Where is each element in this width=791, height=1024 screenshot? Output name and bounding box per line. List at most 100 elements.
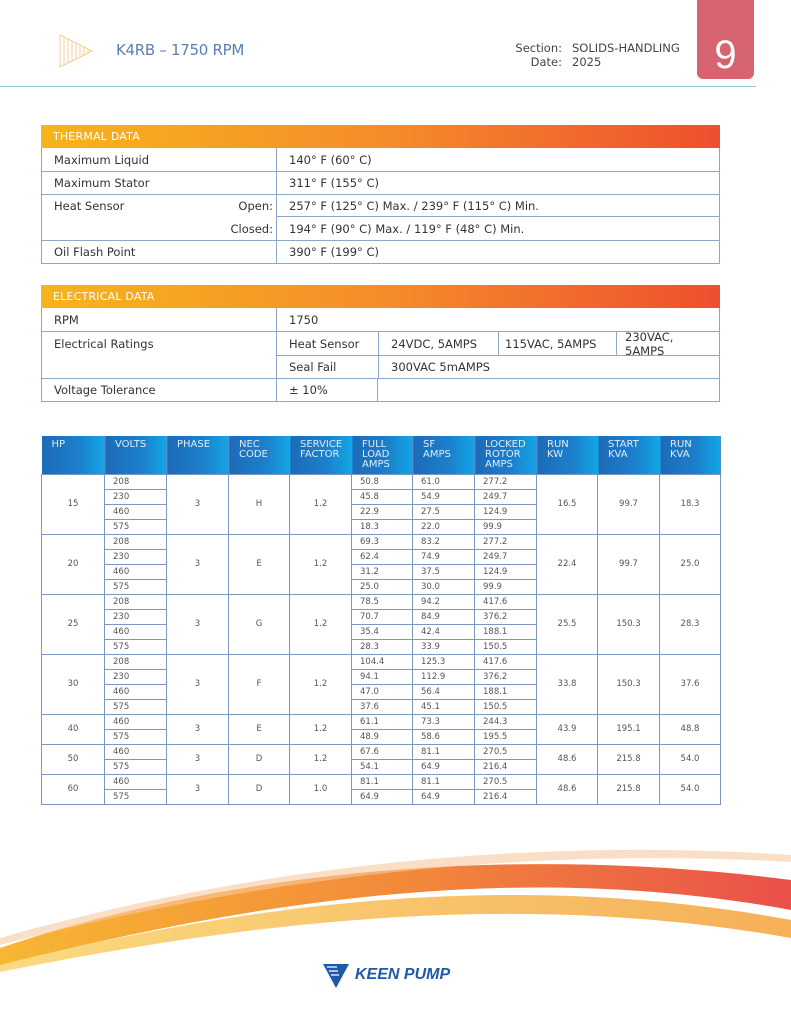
full-load-amps-cell: 64.9 — [351, 788, 413, 805]
volts-cell: 575 — [104, 638, 167, 655]
nec-code-cell: G — [228, 593, 290, 655]
locked-rotor-amps-cell: 216.4 — [474, 788, 537, 805]
oil-flash-value: 390° F (199° C) — [276, 241, 719, 263]
hp-cell: 60 — [41, 773, 105, 805]
full-load-amps-cell: 61.1 — [351, 713, 413, 730]
hp-cell: 50 — [41, 743, 105, 775]
date-value: 2025 — [572, 55, 602, 69]
seal-fail-label: Seal Fail — [289, 360, 337, 374]
service-factor-cell: 1.2 — [289, 473, 352, 535]
locked-rotor-amps-cell: 277.2 — [474, 473, 537, 490]
sf-amps-cell: 33.9 — [412, 638, 475, 655]
full-load-amps-cell: 45.8 — [351, 488, 413, 505]
thermal-data-section: THERMAL DATA Maximum Liquid 140° F (60° C… — [41, 125, 720, 264]
start-kva-cell: 195.1 — [597, 713, 660, 745]
sf-amps-cell: 83.2 — [412, 533, 475, 550]
sf-amps-cell: 37.5 — [412, 563, 475, 580]
volts-cell: 575 — [104, 728, 167, 745]
volts-cell: 575 — [104, 578, 167, 595]
electrical-data-section: ELECTRICAL DATA RPM 1750 Electrical Ratin… — [41, 285, 720, 402]
locked-rotor-amps-cell: 124.9 — [474, 503, 537, 520]
voltage-tolerance-label: Voltage Tolerance — [54, 383, 156, 397]
sf-amps-cell: 45.1 — [412, 698, 475, 715]
open-value: 257° F (125° C) Max. / 239° F (115° C) M… — [276, 195, 719, 217]
volts-cell: 230 — [104, 488, 167, 505]
sf-amps-cell: 84.9 — [412, 608, 475, 625]
locked-rotor-amps-cell: 249.7 — [474, 488, 537, 505]
service-factor-cell: 1.0 — [289, 773, 352, 805]
table-row: 230 45.8 54.9 249.7 — [42, 488, 721, 505]
nec-code-cell: D — [228, 773, 290, 805]
sf-amps-cell: 22.0 — [412, 518, 475, 535]
sf-amps-cell: 30.0 — [412, 578, 475, 595]
seal-fail-value: 300VAC 5mAMPS — [378, 356, 719, 378]
volts-cell: 460 — [104, 683, 167, 700]
section-value: SOLIDS-HANDLING — [572, 41, 680, 55]
max-stator-value: 311° F (155° C) — [276, 172, 719, 194]
volts-cell: 575 — [104, 698, 167, 715]
column-header: FULL LOAD AMPS — [351, 436, 413, 474]
table-row: 460 31.2 37.5 124.9 — [42, 563, 721, 580]
electrical-ratings-label: Electrical Ratings — [54, 337, 154, 351]
voltage-tolerance-value: ± 10% — [276, 379, 377, 401]
locked-rotor-amps-cell: 216.4 — [474, 758, 537, 775]
volts-cell: 208 — [104, 653, 167, 670]
table-row: 575 64.9 64.9 216.4 — [42, 788, 721, 805]
run-kva-cell: 54.0 — [659, 773, 721, 805]
sf-amps-cell: 73.3 — [412, 713, 475, 730]
table-row: 15 208 3 H 1.2 50.8 61.0 277.2 16.5 99.7 18.3 — [41, 473, 721, 535]
nec-code-cell: E — [228, 533, 290, 595]
sf-amps-cell: 74.9 — [412, 548, 475, 565]
full-load-amps-cell: 22.9 — [351, 503, 413, 520]
sf-amps-cell: 81.1 — [412, 743, 475, 760]
sf-amps-cell: 58.6 — [412, 728, 475, 745]
volts-cell: 208 — [104, 533, 167, 550]
volts-cell: 460 — [104, 623, 167, 640]
full-load-amps-cell: 47.0 — [351, 683, 413, 700]
logo-text: KEEN PUMP — [355, 966, 451, 983]
full-load-amps-cell: 37.6 — [351, 698, 413, 715]
volts-cell: 460 — [104, 743, 167, 760]
closed-value: 194° F (90° C) Max. / 119° F (48° C) Min… — [276, 216, 719, 240]
nec-code-cell: H — [228, 473, 290, 535]
volts-cell: 460 — [104, 773, 167, 790]
sf-amps-cell: 112.9 — [412, 668, 475, 685]
full-load-amps-cell: 28.3 — [351, 638, 413, 655]
phase-cell: 3 — [166, 473, 229, 535]
service-factor-cell: 1.2 — [289, 743, 352, 775]
run-kw-cell: 48.6 — [536, 743, 598, 775]
full-load-amps-cell: 104.4 — [351, 653, 413, 670]
full-load-amps-cell: 18.3 — [351, 518, 413, 535]
full-load-amps-cell: 94.1 — [351, 668, 413, 685]
phase-cell: 3 — [166, 713, 229, 745]
service-factor-cell: 1.2 — [289, 713, 352, 745]
start-kva-cell: 150.3 — [597, 593, 660, 655]
table-row: 575 25.0 30.0 99.9 — [42, 578, 721, 595]
full-load-amps-cell: 25.0 — [351, 578, 413, 595]
locked-rotor-amps-cell: 244.3 — [474, 713, 537, 730]
run-kva-cell: 37.6 — [659, 653, 721, 715]
table-row: 575 18.3 22.0 99.9 — [42, 518, 721, 535]
sf-amps-cell: 94.2 — [412, 593, 475, 610]
header-divider — [0, 86, 756, 87]
volts-cell: 575 — [104, 788, 167, 805]
open-label: Open: — [238, 199, 273, 213]
sf-amps-cell: 56.4 — [412, 683, 475, 700]
start-kva-cell: 99.7 — [597, 533, 660, 595]
hp-cell: 15 — [41, 473, 105, 535]
full-load-amps-cell: 69.3 — [351, 533, 413, 550]
full-load-amps-cell: 48.9 — [351, 728, 413, 745]
section-label: Section: — [515, 41, 562, 55]
full-load-amps-cell: 31.2 — [351, 563, 413, 580]
full-load-amps-cell: 62.4 — [351, 548, 413, 565]
run-kva-cell: 48.8 — [659, 713, 721, 745]
volts-cell: 460 — [104, 563, 167, 580]
run-kw-cell: 22.4 — [536, 533, 598, 595]
phase-cell: 3 — [166, 533, 229, 595]
column-header: RUN KVA — [659, 436, 721, 474]
rpm-label: RPM — [54, 312, 79, 327]
sf-amps-cell: 81.1 — [412, 773, 475, 790]
electrical-data-title: ELECTRICAL DATA — [41, 285, 720, 308]
table-header-row: HP VOLTS PHASE NEC CODE SERVICE FACTOR FULL L… — [41, 436, 721, 474]
sf-amps-cell: 61.0 — [412, 473, 475, 490]
